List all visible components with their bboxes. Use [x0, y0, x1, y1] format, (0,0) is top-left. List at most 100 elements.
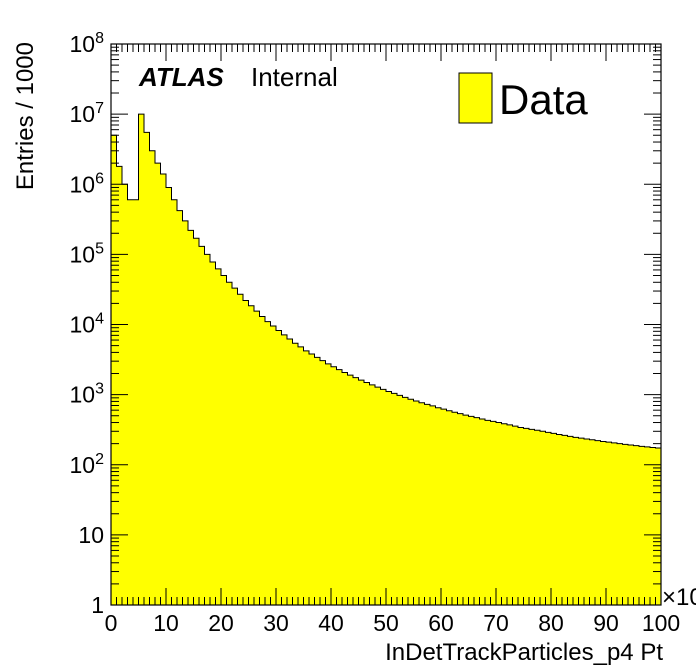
histogram-bar	[259, 316, 266, 605]
histogram-bar	[567, 436, 574, 605]
x-tick-label: 10	[153, 610, 179, 636]
histogram-bar	[540, 431, 546, 605]
histogram-bar	[188, 230, 194, 605]
histogram-bar	[177, 210, 183, 605]
histogram-bar	[166, 187, 172, 605]
histogram-bar	[584, 438, 590, 605]
histogram-bar	[380, 389, 387, 605]
x-axis-title: InDetTrackParticles_p4 Pt	[385, 639, 663, 666]
histogram-bar	[320, 360, 326, 605]
histogram-bar	[655, 448, 662, 605]
histogram-bar	[490, 421, 497, 605]
histogram-bar	[622, 444, 629, 605]
x-tick-label: 60	[428, 610, 454, 636]
x-tick-label: 80	[538, 610, 564, 636]
x-tick-label: 100	[642, 610, 680, 636]
histogram-bars	[110, 113, 662, 606]
histogram-bar	[501, 423, 508, 605]
histogram-bar	[435, 407, 442, 605]
y-axis-title: Entries / 1000	[12, 42, 39, 190]
histogram-bar	[413, 401, 420, 605]
y-tick-label: 107	[70, 100, 105, 127]
histogram-bar	[644, 446, 651, 605]
histogram-bar	[232, 288, 238, 605]
histogram-bar	[452, 412, 458, 605]
histogram-bar	[210, 261, 216, 605]
histogram-bar	[397, 395, 403, 605]
histogram-bar	[589, 439, 596, 605]
histogram-bar	[523, 428, 530, 605]
histogram-bar	[595, 440, 601, 605]
histogram-bar	[573, 437, 579, 605]
histogram-bar	[133, 199, 139, 606]
histogram-bar	[463, 415, 469, 605]
histogram-bar	[518, 427, 524, 605]
histogram-bar	[116, 166, 123, 606]
histogram-bar	[265, 321, 271, 605]
x-tick-label: 30	[263, 610, 289, 636]
histogram-bar	[243, 300, 249, 605]
y-tick-label: 10	[78, 522, 104, 548]
histogram-bar	[441, 409, 447, 605]
histogram-bar	[281, 334, 288, 605]
histogram-bar	[138, 114, 145, 605]
histogram-bar	[617, 443, 623, 605]
x-tick-label: 0	[105, 610, 118, 636]
histogram-bar	[650, 447, 656, 605]
histogram-bar	[446, 410, 453, 605]
histogram-bar	[336, 369, 343, 605]
histogram-bar	[402, 397, 409, 605]
histogram-bar	[391, 393, 398, 605]
y-tick-label: 106	[70, 170, 105, 197]
atlas-label: ATLAS	[138, 62, 224, 92]
histogram-bar	[292, 343, 299, 605]
histogram-bar	[347, 375, 354, 605]
histogram-bar	[204, 254, 211, 605]
histogram-outline	[110, 113, 662, 605]
histogram-bar	[314, 357, 321, 605]
histogram-bar	[578, 438, 585, 605]
histogram-bar	[419, 402, 425, 605]
histogram-bar	[155, 163, 161, 606]
x-tick-label: 40	[318, 610, 344, 636]
histogram-bar	[353, 377, 359, 605]
histogram-bar	[611, 442, 618, 605]
histogram-bar	[215, 268, 222, 605]
histogram-bar	[512, 426, 519, 605]
histogram-bar	[375, 387, 381, 605]
histogram-bar	[276, 330, 282, 605]
x-tick-label: 20	[208, 610, 234, 636]
histogram-bar	[342, 372, 348, 605]
histogram-bar	[303, 350, 310, 605]
histogram-bar	[600, 441, 607, 605]
plot-frame	[110, 43, 662, 606]
histogram-bar	[468, 416, 475, 605]
histogram-bar	[628, 445, 634, 605]
histogram-bar	[193, 238, 200, 605]
histogram-bar	[287, 339, 293, 605]
histogram-bar	[633, 445, 640, 605]
histogram-bar	[430, 405, 436, 605]
histogram-bar	[309, 353, 315, 605]
histogram-bar	[639, 446, 645, 605]
internal-label: Internal	[251, 62, 338, 92]
legend-marker	[458, 72, 493, 124]
x-axis-multiplier: ×10	[662, 584, 696, 611]
x-tick-label: 70	[483, 610, 509, 636]
histogram-bar	[270, 326, 277, 605]
histogram-bar	[144, 132, 150, 605]
histogram-bar	[529, 429, 535, 605]
histogram-bar	[386, 391, 392, 605]
y-tick-label: 104	[70, 311, 105, 338]
histogram-bar	[485, 420, 491, 605]
histogram-bar	[424, 404, 431, 605]
histogram-bar	[507, 424, 513, 605]
y-axis-ticks: 1 10 102 103 104 105 106 107 108	[70, 30, 661, 618]
histogram-bar	[606, 442, 612, 605]
histogram-bar	[331, 366, 337, 605]
y-tick-label: 105	[70, 240, 105, 267]
x-tick-label: 50	[373, 610, 399, 636]
histogram-bar	[556, 434, 563, 605]
histogram-bar	[149, 150, 156, 605]
histogram-bar	[545, 432, 552, 605]
